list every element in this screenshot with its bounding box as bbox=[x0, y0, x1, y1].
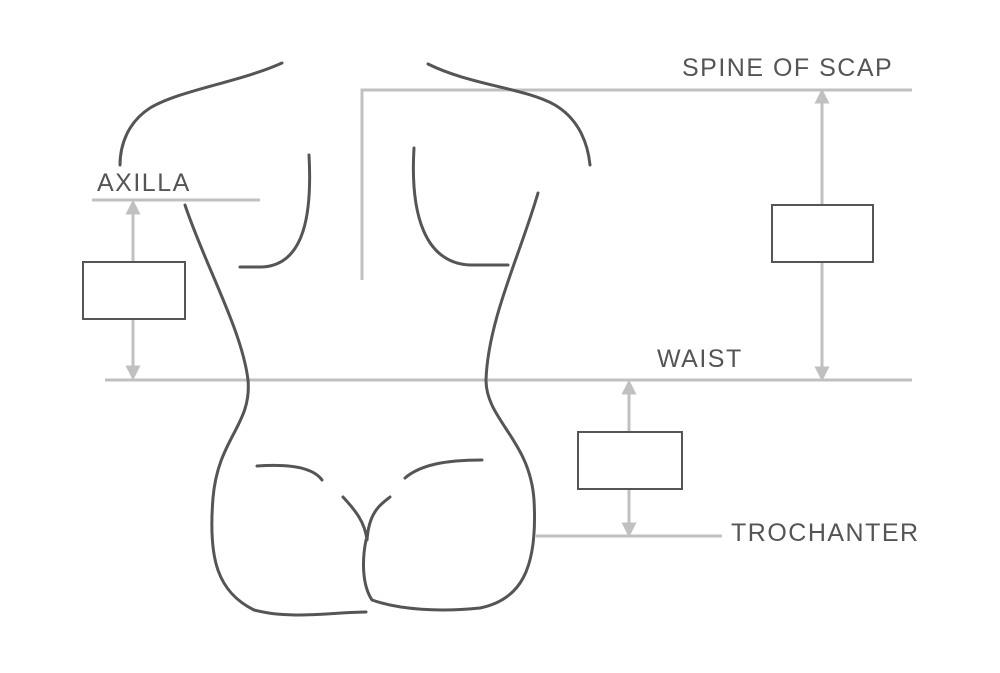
left-armpit-curve bbox=[238, 153, 312, 269]
left-buttock-crease bbox=[255, 463, 324, 482]
trochanter-measurement-box[interactable] bbox=[577, 431, 683, 490]
spine-of-scap-guide-line bbox=[360, 88, 912, 280]
spine-of-scap-label: SPINE OF SCAP bbox=[682, 54, 894, 82]
left-shoulder-outline bbox=[118, 61, 284, 167]
axilla-measurement-box[interactable] bbox=[82, 261, 186, 320]
gluteal-cleft bbox=[341, 495, 392, 542]
right-buttock-crease bbox=[403, 458, 484, 480]
waist-label: WAIST bbox=[657, 345, 743, 373]
left-torso-side bbox=[183, 203, 368, 617]
right-shoulder-outline bbox=[426, 62, 592, 167]
right-armpit-curve bbox=[411, 146, 510, 267]
spine-of-scap-measurement-box[interactable] bbox=[771, 204, 874, 263]
trochanter-label: TROCHANTER bbox=[731, 519, 920, 547]
axilla-label: AXILLA bbox=[97, 169, 191, 197]
right-torso-side bbox=[362, 191, 540, 612]
